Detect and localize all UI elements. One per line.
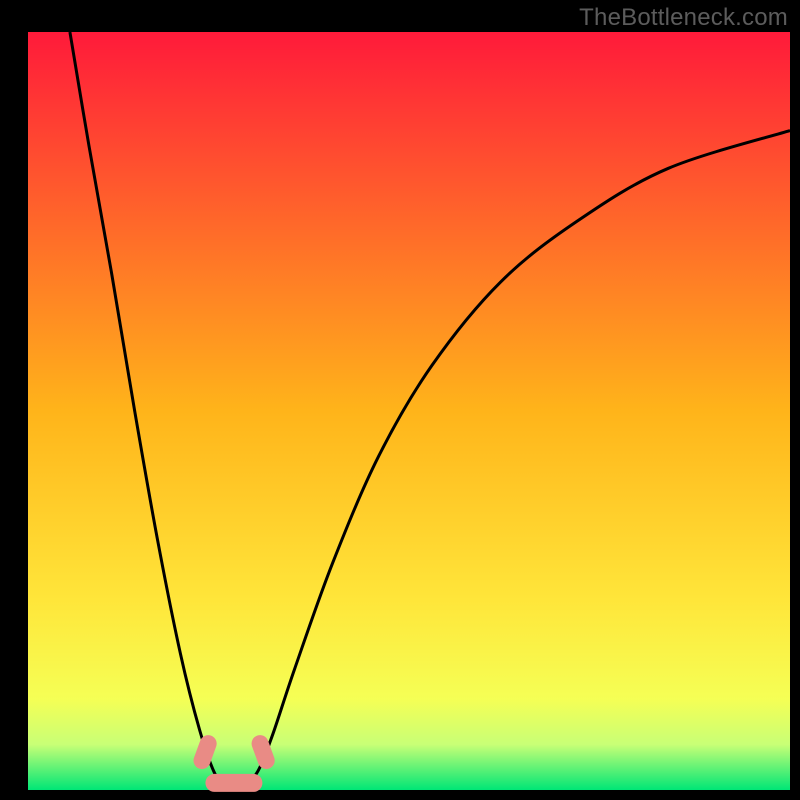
chart-frame: TheBottleneck.com (0, 0, 800, 800)
bottleneck-curve (70, 32, 790, 787)
plot-area (28, 32, 790, 790)
highlight-marker (205, 774, 262, 792)
curve-svg (28, 32, 790, 790)
watermark-text: TheBottleneck.com (579, 4, 788, 32)
